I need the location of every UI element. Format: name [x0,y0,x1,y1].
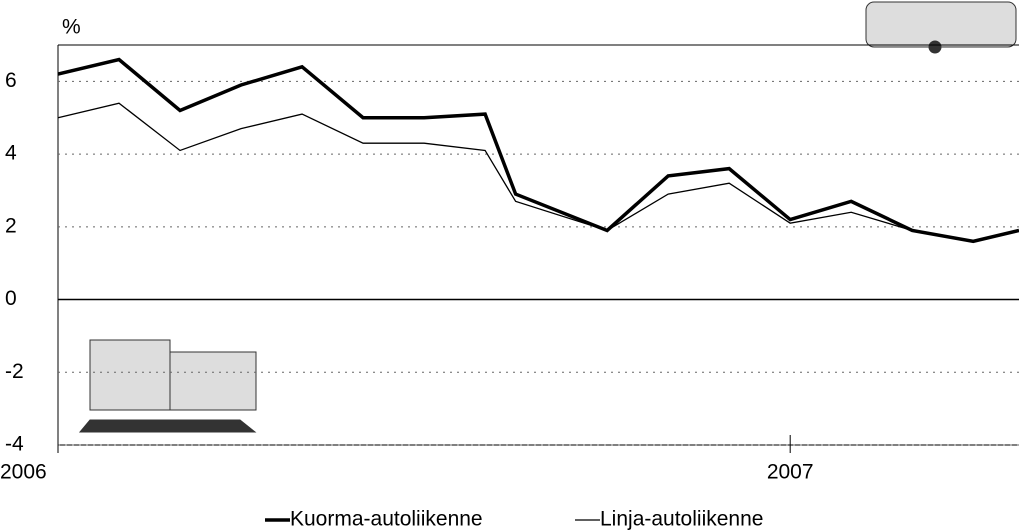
y-tick-label: 0 [5,287,17,310]
truck-icon [80,340,256,432]
y-tick-label: 6 [5,69,17,92]
legend-label: Kuorma-autoliikenne [290,508,483,531]
chart: % -4 -2 0 2 4 6 2006 2007 Kuorma-autoliikenne Lin… [0,0,1019,532]
legend-label: Linja-autoliikenne [600,508,763,531]
y-tick-label: -2 [5,360,24,383]
y-axis-label: % [62,16,81,39]
y-tick-label: 4 [5,142,17,165]
x-tick-label: 2006 [0,461,47,484]
y-tick-label: 2 [5,214,17,237]
series-line [58,103,1019,241]
y-tick-label: -4 [5,433,24,456]
series-line [58,60,1019,242]
x-tick-label: 2007 [767,461,814,484]
